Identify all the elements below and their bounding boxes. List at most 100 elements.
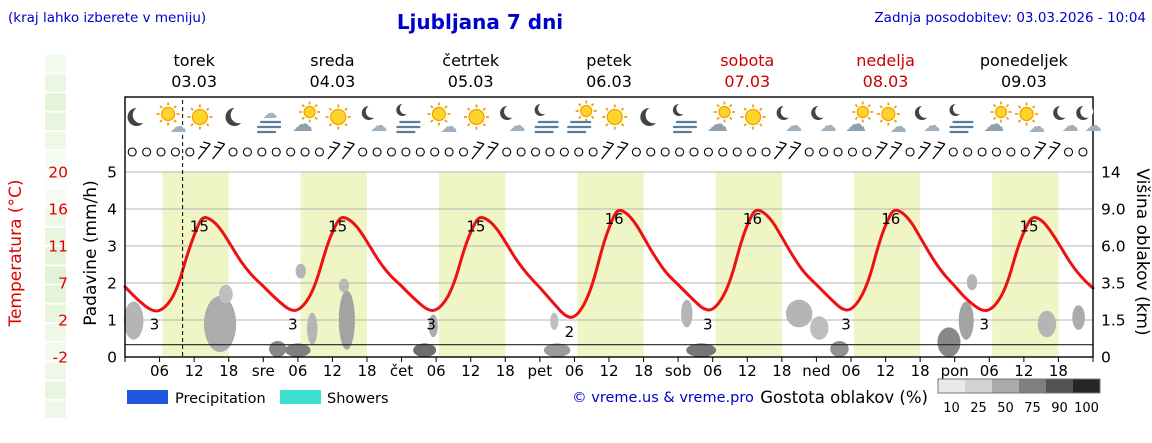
day-date: 06.03 xyxy=(586,72,632,91)
day-abbr-label: sre xyxy=(252,362,275,380)
calm-wind-circle xyxy=(689,147,699,157)
moon-icon xyxy=(500,105,517,120)
last-update: Zadnja posodobitev: 03.03.2026 - 10:04 xyxy=(874,10,1146,26)
calm-wind-circle xyxy=(963,147,973,157)
day-date: 05.03 xyxy=(448,72,494,91)
calm-wind-circle xyxy=(747,147,757,157)
day-name: nedelja xyxy=(856,51,915,70)
time-label: 06 xyxy=(288,362,307,380)
day-date: 07.03 xyxy=(724,72,770,91)
wind-barb xyxy=(197,141,211,160)
precipitation-tick: 0 xyxy=(107,349,117,367)
calm-wind-circle xyxy=(314,147,325,157)
temperature-extreme-label: 15 xyxy=(328,217,347,235)
moon-icon xyxy=(640,106,663,126)
cloud-cover-blob xyxy=(550,312,559,330)
temperature-extreme-label: 16 xyxy=(605,210,624,228)
calm-wind-circle xyxy=(142,147,152,157)
calm-wind-circle xyxy=(502,147,512,157)
time-label: 12 xyxy=(599,362,618,380)
calm-wind-circle xyxy=(1063,147,1074,157)
day-name: sreda xyxy=(310,51,354,70)
cloud-icon: ☁ xyxy=(509,116,526,136)
calm-wind-circle xyxy=(559,147,569,157)
location-hint: (kraj lahko izberete v meniju) xyxy=(8,10,206,26)
cloud-icon: ☁ xyxy=(845,112,866,136)
calm-wind-circle xyxy=(257,147,267,157)
wind-barb xyxy=(615,141,629,160)
temperature-scale-cell xyxy=(45,189,66,207)
sun-icon xyxy=(463,104,489,130)
temperature-extreme-label: 15 xyxy=(1020,217,1039,235)
time-axis: 06 12 18 06 12 18 sre 06 12 18 čet 06 12 18 pet 06 12 18 s… xyxy=(124,357,1094,380)
temperature-extreme-label: 16 xyxy=(743,210,762,228)
density-scale-value: 10 xyxy=(943,401,960,416)
time-label: 12 xyxy=(461,362,480,380)
temperature-extreme-label: 3 xyxy=(703,316,713,334)
calm-wind-circle xyxy=(660,147,670,157)
cloud-icon: ☁ xyxy=(292,112,313,136)
day-name: sobota xyxy=(720,51,774,70)
density-scale-border xyxy=(937,378,1101,394)
time-label: 18 xyxy=(634,362,653,380)
daylight-band xyxy=(577,172,644,357)
temperature-layer: 3 15 3 15 3 15 2 16 3 16 3 16 3 15 xyxy=(123,208,1095,341)
showers-label: Showers xyxy=(327,391,389,407)
cloud-icon: ☁ xyxy=(785,116,802,136)
cloud-icon: ☁ xyxy=(440,117,457,137)
sun-icon xyxy=(427,102,451,126)
cloud-icon: ☁ xyxy=(707,112,728,136)
calm-wind-circle xyxy=(991,147,1002,157)
temperature-scale-cell xyxy=(45,93,66,111)
fog-icon xyxy=(256,120,282,134)
day-date: 04.03 xyxy=(310,72,356,91)
sun-icon xyxy=(187,104,213,130)
precipitation-swatch xyxy=(127,390,168,404)
calm-wind-circle xyxy=(127,147,137,157)
cloud-height-tick: 1.5 xyxy=(1101,312,1126,330)
day-date: 03.03 xyxy=(171,72,217,91)
site-credit-link[interactable]: © vreme.us & vreme.pro xyxy=(572,390,754,406)
density-scale-segment xyxy=(992,379,1019,393)
cloud-cover-blob xyxy=(338,278,350,293)
calm-wind-circle xyxy=(804,147,814,157)
moon-icon xyxy=(1076,105,1094,120)
cloud-cover-blob xyxy=(428,314,438,338)
temperature-extreme-label: 3 xyxy=(841,316,851,334)
calm-wind-circle xyxy=(588,147,598,157)
cloud-icon: ☁ xyxy=(984,112,1005,136)
precipitation-label: Precipitation xyxy=(175,391,266,407)
time-label: 06 xyxy=(427,362,446,380)
calm-wind-circle xyxy=(545,147,555,157)
wind-barb xyxy=(341,141,355,160)
sun-icon xyxy=(299,101,321,123)
time-label: 18 xyxy=(1049,362,1068,380)
moon-icon xyxy=(534,103,550,116)
time-label: 12 xyxy=(185,362,204,380)
wind-barb xyxy=(327,141,341,160)
calm-wind-circle xyxy=(415,147,425,157)
cloud-cover-blob xyxy=(123,301,144,340)
calm-wind-circle xyxy=(862,147,872,157)
temperature-scale-cell xyxy=(45,381,66,399)
cloud-height-tick: 0 xyxy=(1101,349,1111,367)
calm-wind-circle xyxy=(530,147,541,157)
temperature-scale-cell xyxy=(45,247,66,265)
day-abbr-label: pon xyxy=(941,362,969,380)
cloud-height-tick: 9.0 xyxy=(1101,201,1126,219)
time-label: 06 xyxy=(841,362,860,380)
temperature-tick: 7 xyxy=(58,275,68,293)
sun-icon xyxy=(602,104,628,130)
temperature-tick: 20 xyxy=(48,164,68,182)
moon-icon xyxy=(672,103,688,116)
temperature-scale-cell xyxy=(45,362,66,380)
density-scale-value: 100 xyxy=(1074,401,1099,416)
calm-wind-circle xyxy=(228,147,238,157)
calm-wind-circle xyxy=(574,147,584,157)
calm-wind-circle xyxy=(1078,147,1088,157)
calm-wind-circle xyxy=(372,147,382,157)
calm-wind-circle xyxy=(401,147,411,157)
temperature-tick: 11 xyxy=(48,238,68,256)
wind-barb xyxy=(932,141,946,160)
calm-wind-circle xyxy=(948,147,958,157)
